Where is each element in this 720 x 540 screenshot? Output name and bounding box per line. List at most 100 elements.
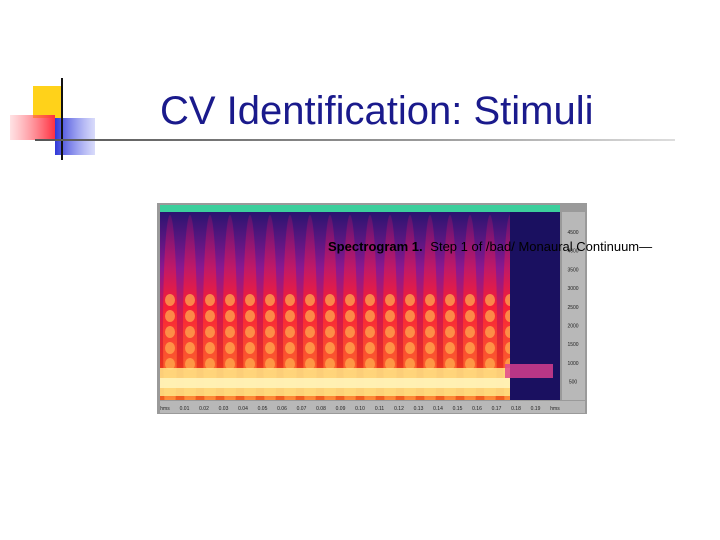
x-axis-label: 0.01 (180, 406, 190, 412)
striation (243, 215, 257, 400)
formant-blob (365, 342, 375, 354)
formant-blob (205, 326, 215, 338)
formant-blob (465, 310, 475, 322)
formant-blob (425, 326, 435, 338)
formant-blob (425, 294, 435, 306)
striation (343, 215, 357, 400)
x-axis-label: 0.18 (511, 406, 521, 412)
x-axis-label: 0.07 (297, 406, 307, 412)
formant-blob (205, 294, 215, 306)
formant-blob (205, 342, 215, 354)
x-axis-label: 0.06 (277, 406, 287, 412)
formant-blob (285, 358, 295, 370)
formant-blob (425, 310, 435, 322)
x-axis-label: 0.03 (219, 406, 229, 412)
striation (463, 215, 477, 400)
formant-blob (485, 294, 495, 306)
x-axis-label: 0.05 (258, 406, 268, 412)
formant-blob (385, 358, 395, 370)
formant-blob (445, 342, 455, 354)
y-axis-label: 500 (569, 380, 578, 386)
formant-blob (405, 358, 415, 370)
formant-blob (185, 342, 195, 354)
striation (383, 215, 397, 400)
formant-blob (265, 342, 275, 354)
formant-blob (245, 342, 255, 354)
formant-blob (165, 294, 175, 306)
formant-blob (165, 310, 175, 322)
formant-blob (465, 326, 475, 338)
formant-blob (405, 342, 415, 354)
formant-blob (485, 358, 495, 370)
x-axis-label: 0.08 (316, 406, 326, 412)
formant-blob (245, 294, 255, 306)
formant-blob (225, 310, 235, 322)
formant-blob (185, 358, 195, 370)
y-axis-label: 3000 (567, 286, 578, 292)
formant-blob (325, 342, 335, 354)
formant-band (160, 378, 545, 388)
striation (423, 215, 437, 400)
formant-blob (285, 326, 295, 338)
formant-blob (285, 310, 295, 322)
formant-blob (185, 326, 195, 338)
formant-blob (325, 358, 335, 370)
x-axis-label: 0.15 (453, 406, 463, 412)
formant-blob (365, 358, 375, 370)
formant-blob (465, 358, 475, 370)
y-axis-labels: 4500 4000 3500 3000 2500 2000 1500 1000 500 (567, 230, 578, 386)
x-axis-label: 0.04 (238, 406, 248, 412)
x-axis-label: 0.13 (414, 406, 424, 412)
formant-blob (205, 310, 215, 322)
formant-blob (345, 294, 355, 306)
formant-blob (365, 310, 375, 322)
formant-blob (485, 342, 495, 354)
formant-blob (345, 310, 355, 322)
formant-blob (265, 326, 275, 338)
formant-blob (465, 294, 475, 306)
formant-blob (385, 326, 395, 338)
y-axis-label: 1000 (567, 361, 578, 367)
logo (10, 78, 95, 160)
x-axis-label: hms (160, 406, 170, 412)
release (505, 364, 553, 378)
x-axis-label: 0.16 (472, 406, 482, 412)
formant-blob (165, 358, 175, 370)
y-axis-label: 2000 (567, 324, 578, 330)
formant-blob (445, 310, 455, 322)
formant-blob (385, 294, 395, 306)
striation (323, 215, 337, 400)
striation (183, 215, 197, 400)
formant-blob (265, 358, 275, 370)
formant-blob (485, 326, 495, 338)
striation (363, 215, 377, 400)
formant-blob (385, 342, 395, 354)
striation (283, 215, 297, 400)
x-axis-label: 0.19 (531, 406, 541, 412)
formant-blob (485, 310, 495, 322)
formant-blob (245, 326, 255, 338)
x-axis-label: 0.09 (336, 406, 346, 412)
striation (263, 215, 277, 400)
formant-blob (165, 326, 175, 338)
figure-caption: Spectrogram 1. Step 1 of /bad/ Monaural … (328, 239, 652, 254)
striation (403, 215, 417, 400)
formant-blob (305, 310, 315, 322)
title-rule (35, 139, 675, 141)
striation (303, 215, 317, 400)
caption-label: Spectrogram 1. (328, 239, 423, 254)
formant-blob (445, 358, 455, 370)
formant-blob (225, 326, 235, 338)
x-axis-labels: hms 0.01 0.02 0.03 0.04 0.05 0.06 0.07 0.08 0.09 0… (160, 406, 560, 412)
formant-blob (165, 342, 175, 354)
y-axis-label: 2500 (567, 305, 578, 311)
formant-blob (305, 358, 315, 370)
formant-blob (245, 310, 255, 322)
spectrogram (157, 203, 587, 414)
x-axis-label: 0.17 (492, 406, 502, 412)
formant-blob (285, 342, 295, 354)
x-axis-label: 0.02 (199, 406, 209, 412)
formant-blob (365, 326, 375, 338)
y-axis-label: 4000 (567, 249, 578, 255)
